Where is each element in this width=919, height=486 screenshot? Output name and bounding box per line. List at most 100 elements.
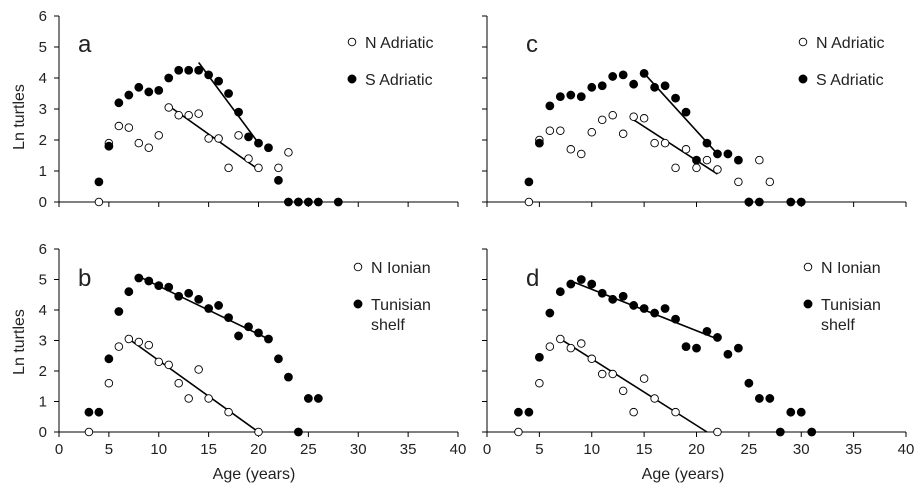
x-tick-label: 5 (105, 441, 113, 458)
legend-label: N Adriatic (365, 35, 433, 52)
data-point-filled (204, 70, 214, 80)
data-point-filled (660, 81, 670, 91)
data-point-open (104, 378, 114, 388)
data-point-filled (234, 331, 243, 341)
data-point-filled (702, 326, 712, 336)
x-tick-label: 0 (55, 441, 63, 458)
y-tick-label: 6 (39, 241, 47, 258)
data-point-filled (284, 372, 293, 382)
data-point-open (124, 123, 134, 132)
data-point-filled (713, 333, 722, 342)
data-point-filled (164, 282, 174, 292)
data-point-open (566, 145, 576, 154)
data-point-filled (629, 79, 639, 89)
legend-marker-open (353, 262, 363, 272)
legend-label: N Adriatic (816, 35, 884, 52)
data-point-open (144, 143, 154, 152)
data-point-open (556, 126, 565, 135)
data-point-filled (264, 143, 273, 153)
legend-label: N Ionian (371, 260, 431, 277)
y-axis-title-top: Ln turtles (11, 84, 28, 150)
data-point-open (214, 134, 223, 143)
x-tick-label: 20 (250, 441, 267, 458)
trend-line (559, 338, 708, 433)
data-point-filled (214, 301, 224, 310)
data-point-filled (545, 308, 555, 318)
data-point-filled (807, 427, 817, 437)
data-point-filled (284, 197, 293, 207)
data-point-open (535, 378, 544, 388)
data-point-open (164, 103, 173, 112)
data-point-open (608, 369, 617, 379)
data-point-filled (244, 322, 253, 332)
data-point-filled (566, 279, 576, 289)
data-point-open (597, 115, 607, 125)
x-tick-label: 20 (688, 441, 705, 458)
data-point-filled (313, 394, 323, 403)
data-point-filled (618, 70, 628, 80)
data-point-open (629, 407, 638, 417)
data-point-filled (254, 328, 263, 338)
data-point-open (618, 129, 628, 139)
panel-letter: a (78, 31, 92, 58)
data-point-filled (534, 352, 544, 362)
x-tick-label: 40 (898, 441, 915, 458)
data-point-open (681, 145, 691, 154)
data-point-filled (524, 407, 534, 417)
panel-letter: d (526, 265, 539, 292)
data-point-filled (639, 68, 649, 78)
y-tick-label: 5 (39, 272, 47, 289)
data-point-open (244, 154, 253, 163)
data-point-filled (618, 291, 628, 301)
data-point-filled (303, 197, 313, 207)
data-point-open (545, 342, 555, 351)
data-point-open (577, 149, 586, 159)
data-point-open (692, 163, 701, 173)
legend-marker-open (803, 262, 813, 272)
x-tick-label: 15 (636, 441, 653, 458)
data-point-filled (224, 89, 233, 98)
data-point-filled (194, 294, 204, 304)
data-point-filled (534, 138, 544, 148)
data-point-filled (264, 334, 273, 344)
data-point-open (84, 427, 94, 437)
data-point-filled (114, 307, 124, 316)
data-point-filled (744, 378, 754, 388)
trend-line (633, 119, 718, 175)
data-point-filled (94, 407, 104, 417)
data-point-open (224, 407, 233, 417)
data-point-open (671, 163, 680, 173)
data-point-filled (144, 276, 154, 286)
x-tick-label: 15 (200, 441, 217, 458)
data-point-filled (744, 197, 754, 207)
data-point-open (174, 378, 183, 388)
data-point-filled (214, 76, 224, 86)
data-point-open (577, 339, 586, 348)
data-point-open (660, 138, 670, 148)
data-point-filled (587, 279, 597, 289)
data-point-filled (174, 65, 184, 75)
data-point-filled (650, 308, 659, 318)
data-point-open (114, 342, 124, 351)
data-point-filled (775, 427, 785, 437)
panel-b: 0 1 2 3 4 5 6 0 5 10 15 20 25 30 35 40 b N Ionian Tunisian… (39, 241, 467, 458)
data-point-open (587, 127, 597, 137)
data-point-filled (184, 65, 194, 75)
legend-marker-open (798, 37, 808, 47)
data-point-filled (134, 273, 144, 283)
data-point-open (154, 357, 163, 367)
data-point-open (274, 163, 283, 173)
data-point-open (629, 112, 638, 121)
x-tick-label: 5 (535, 441, 543, 458)
x-tick-label: 0 (483, 441, 491, 458)
x-tick-label: 25 (741, 441, 758, 458)
data-point-open (194, 365, 203, 374)
data-point-open (114, 121, 124, 131)
x-tick-label: 25 (300, 441, 317, 458)
panel-d: 0 5 10 15 20 25 30 35 40 d N Ionian Tunisian shelf (482, 248, 915, 458)
data-point-open (254, 427, 263, 437)
data-point-open (597, 369, 607, 379)
panel-letter: b (78, 265, 91, 292)
data-point-filled (713, 149, 722, 159)
